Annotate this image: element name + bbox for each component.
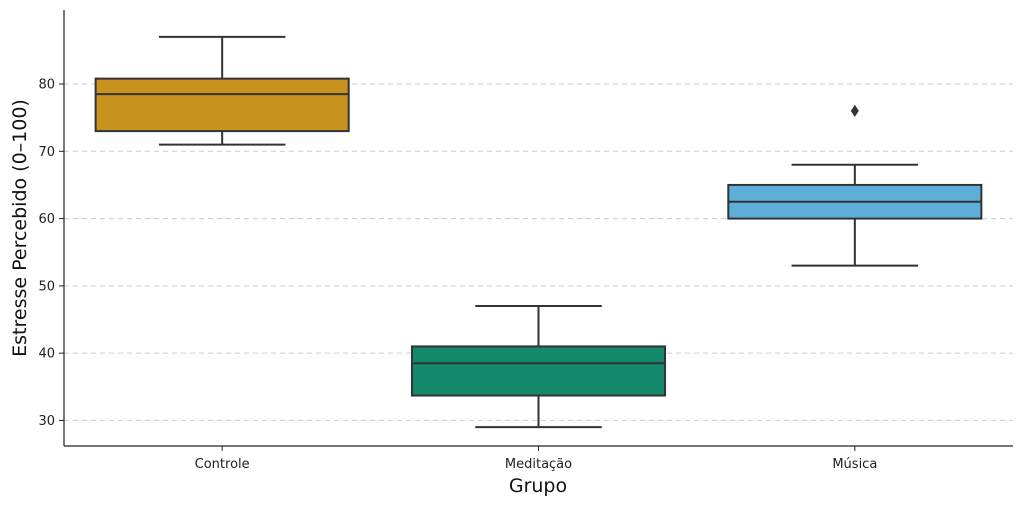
box-iqr	[410, 345, 667, 397]
y-axis-label: Estresse Percebido (0–100)	[9, 99, 31, 357]
x-tick-label: Controle	[195, 457, 250, 472]
y-tick-label: 30	[38, 414, 55, 429]
y-tick-label: 80	[38, 78, 55, 93]
x-tick-label: Meditação	[505, 457, 572, 472]
outlier-point	[850, 104, 859, 117]
box-iqr	[94, 77, 350, 133]
y-tick-label: 60	[38, 212, 55, 227]
y-tick-label: 40	[38, 347, 55, 362]
box-0	[94, 35, 350, 146]
y-tick-label: 70	[38, 145, 55, 160]
boxes	[94, 35, 983, 429]
box-2	[727, 104, 983, 267]
x-tick-label: Música	[832, 457, 877, 472]
ticks: 30 40 50 60 70 80 Controle Meditação Música	[38, 78, 877, 472]
x-axis-label: Grupo	[509, 475, 567, 497]
y-tick-label: 50	[38, 279, 55, 294]
box-1	[410, 305, 667, 429]
